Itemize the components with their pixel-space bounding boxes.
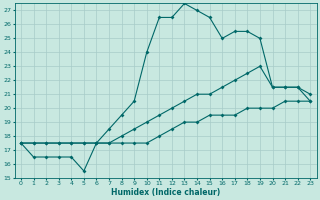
X-axis label: Humidex (Indice chaleur): Humidex (Indice chaleur) (111, 188, 220, 197)
